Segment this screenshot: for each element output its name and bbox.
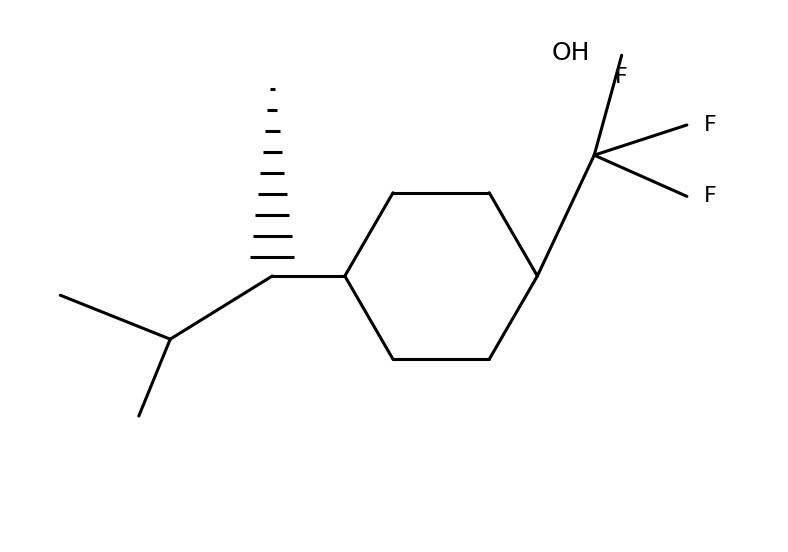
Text: F: F xyxy=(704,187,717,206)
Text: F: F xyxy=(704,115,717,135)
Text: OH: OH xyxy=(552,40,590,65)
Text: F: F xyxy=(615,67,628,87)
